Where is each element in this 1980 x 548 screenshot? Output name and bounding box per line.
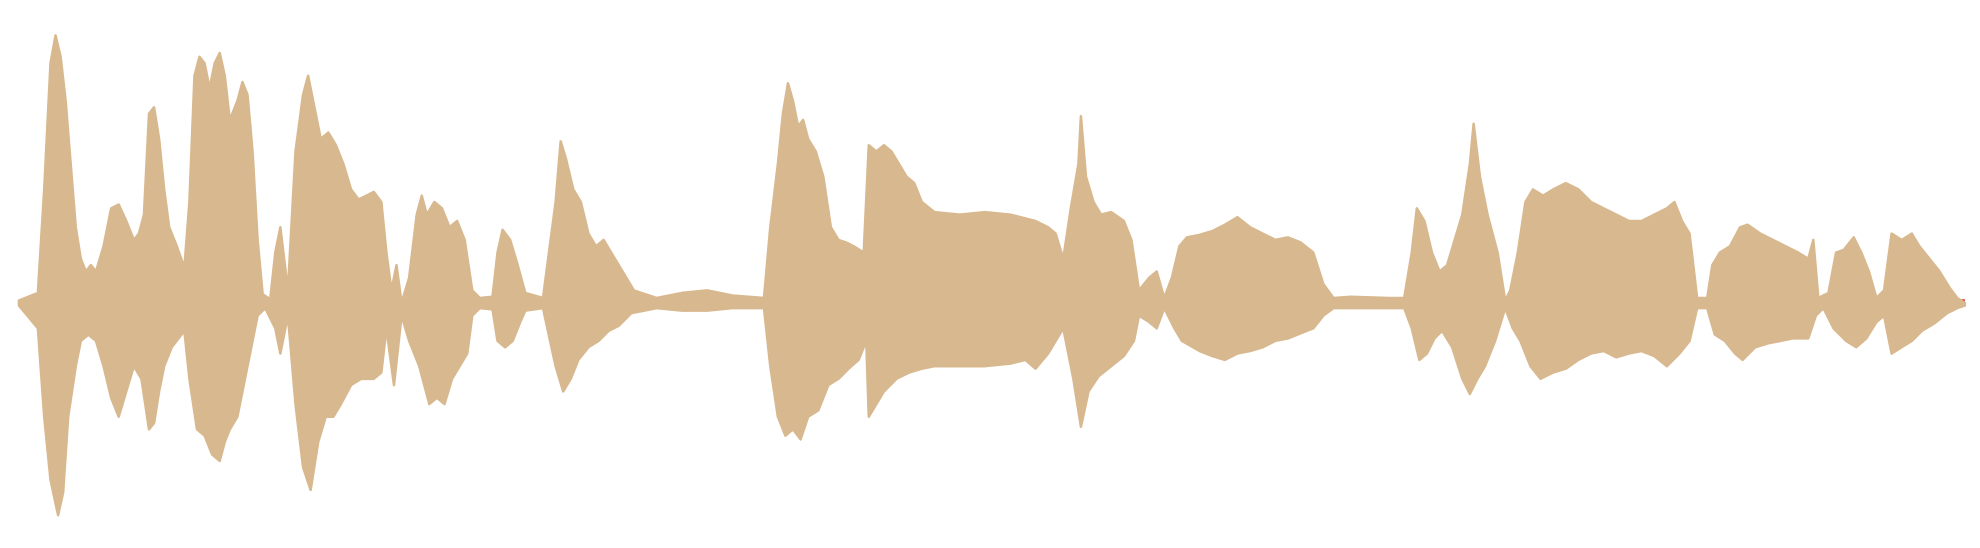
waveform xyxy=(17,34,1967,517)
